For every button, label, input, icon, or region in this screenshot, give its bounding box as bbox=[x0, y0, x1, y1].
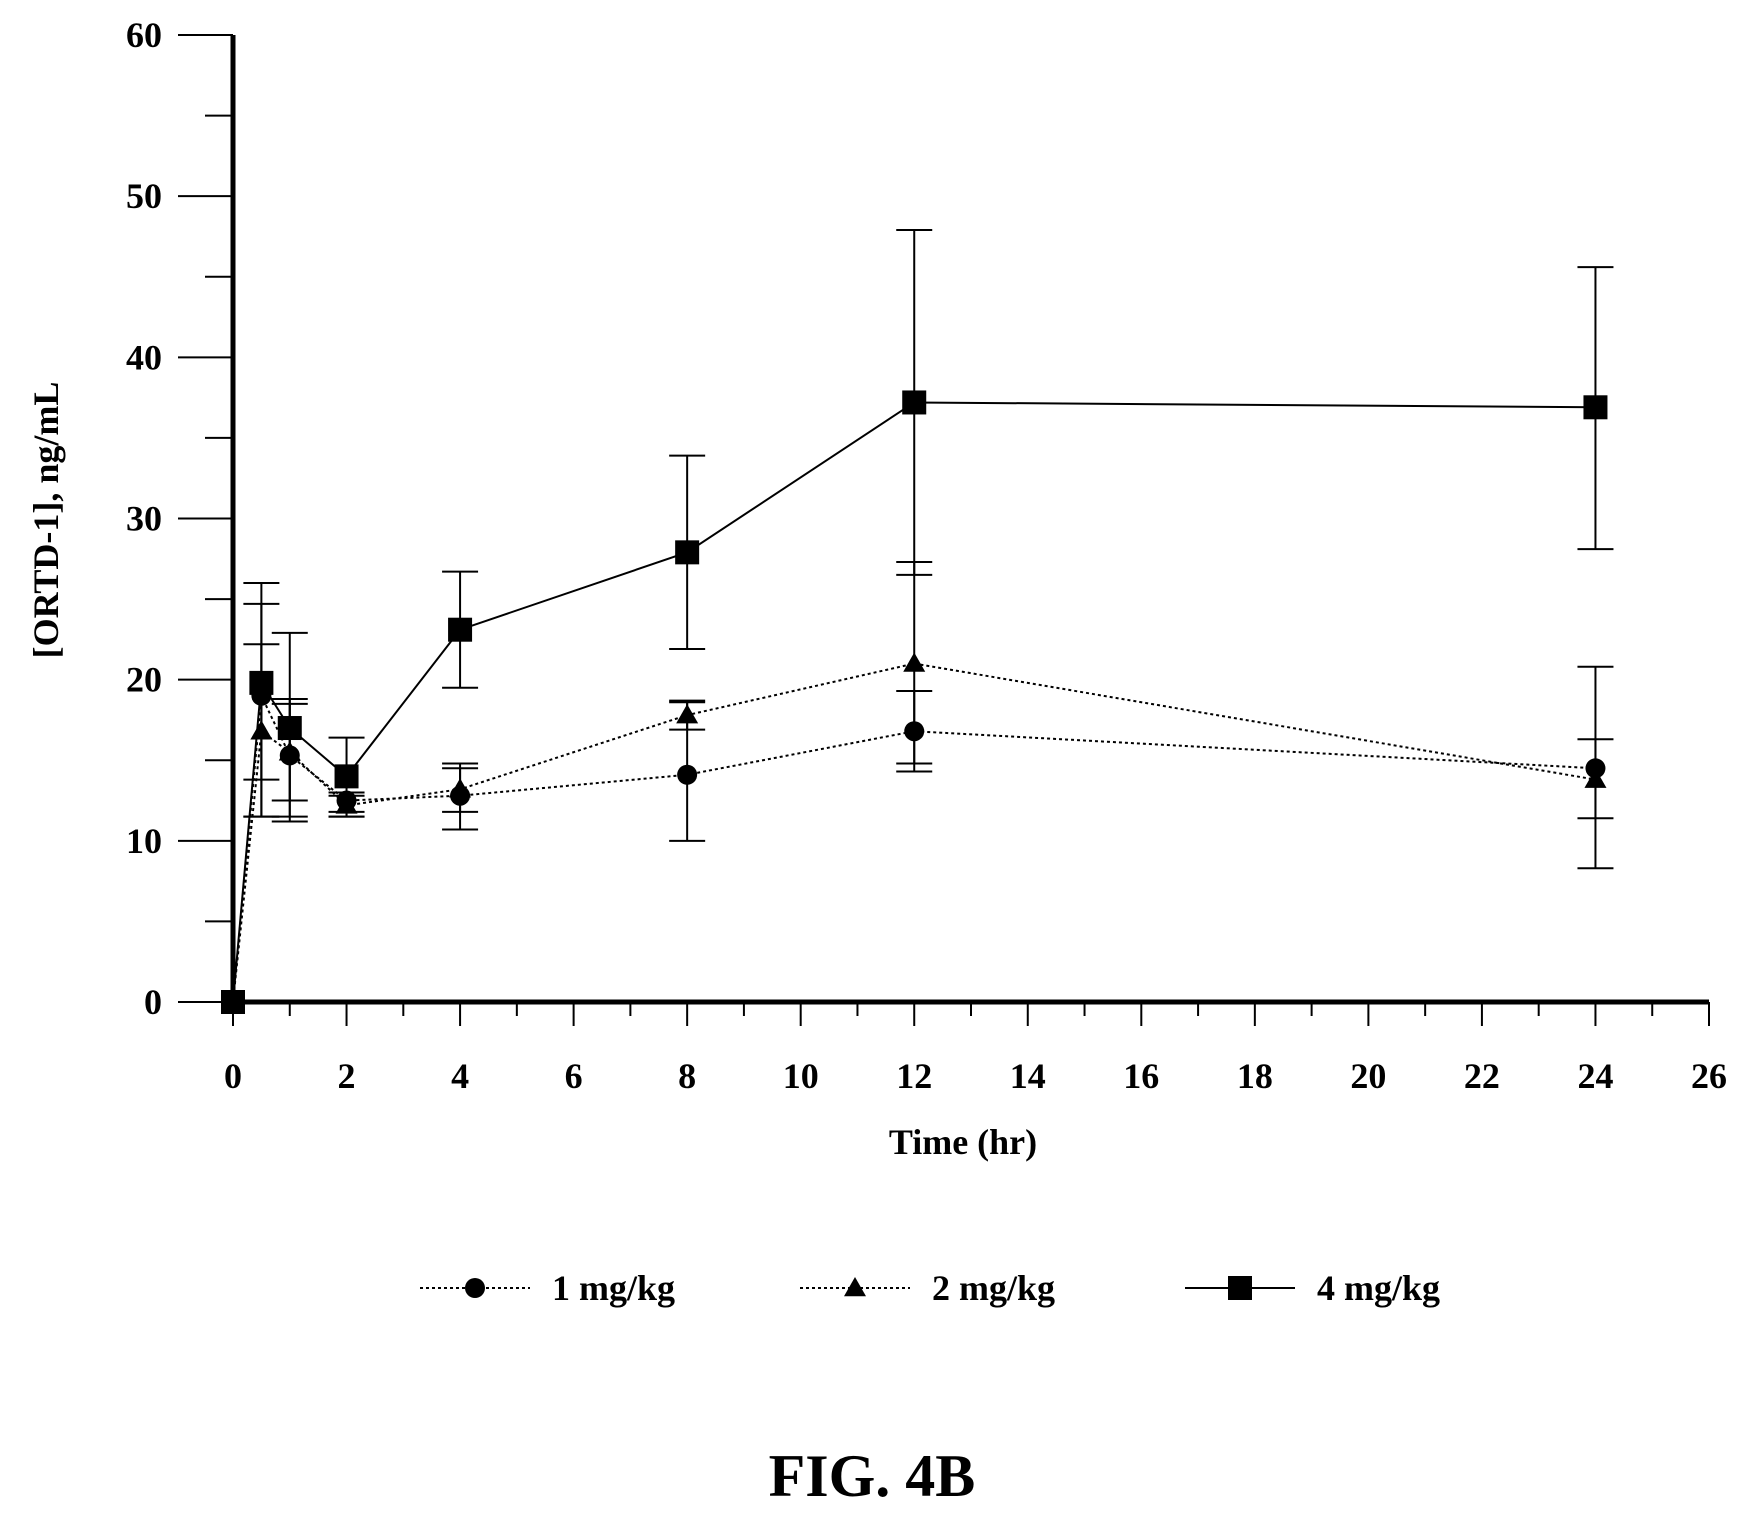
x-tick-label: 18 bbox=[1237, 1056, 1273, 1096]
y-tick-label: 30 bbox=[126, 499, 162, 539]
x-tick-label: 16 bbox=[1123, 1056, 1159, 1096]
y-axis-ticks: 0 10 20 30 40 50 60 bbox=[126, 15, 233, 1022]
x-tick-label: 4 bbox=[451, 1056, 469, 1096]
series-layer bbox=[221, 229, 1614, 1014]
legend: 1 mg/kg 2 mg/kg 4 mg/kg bbox=[420, 1268, 1440, 1308]
chart-axes bbox=[230, 35, 1709, 1005]
data-point bbox=[249, 670, 274, 695]
x-tick-label: 12 bbox=[896, 1056, 932, 1096]
data-point bbox=[334, 764, 359, 789]
series-circle bbox=[223, 581, 1614, 1012]
data-point bbox=[677, 764, 698, 785]
data-point bbox=[277, 716, 302, 741]
data-point bbox=[1583, 395, 1608, 420]
legend-label: 2 mg/kg bbox=[932, 1268, 1055, 1308]
x-tick-label: 2 bbox=[338, 1056, 356, 1096]
data-point bbox=[448, 617, 473, 642]
y-tick-label: 50 bbox=[126, 176, 162, 216]
legend-marker bbox=[465, 1278, 485, 1298]
x-tick-label: 22 bbox=[1464, 1056, 1500, 1096]
data-point bbox=[676, 704, 699, 724]
data-point bbox=[221, 990, 245, 1014]
y-tick-label: 10 bbox=[126, 821, 162, 861]
y-tick-label: 60 bbox=[126, 15, 162, 55]
x-tick-label: 8 bbox=[678, 1056, 696, 1096]
legend-marker bbox=[1228, 1276, 1252, 1300]
x-tick-label: 10 bbox=[783, 1056, 819, 1096]
legend-marker bbox=[844, 1277, 866, 1297]
y-tick-label: 40 bbox=[126, 337, 162, 377]
data-point bbox=[1584, 768, 1607, 788]
x-tick-label: 0 bbox=[224, 1056, 242, 1096]
legend-item: 1 mg/kg bbox=[420, 1268, 675, 1308]
x-tick-label: 14 bbox=[1010, 1056, 1046, 1096]
y-tick-label: 20 bbox=[126, 660, 162, 700]
x-tick-label: 6 bbox=[565, 1056, 583, 1096]
x-tick-label: 24 bbox=[1577, 1056, 1613, 1096]
legend-item: 2 mg/kg bbox=[800, 1268, 1055, 1308]
x-tick-label: 20 bbox=[1350, 1056, 1386, 1096]
series-line bbox=[232, 692, 1596, 1003]
series-square bbox=[221, 229, 1614, 1014]
x-axis-ticks: 0 2 4 6 8 10 12 14 16 18 20 22 24 26 bbox=[224, 1002, 1727, 1096]
series-triangle bbox=[222, 561, 1614, 1011]
data-point bbox=[903, 652, 926, 672]
x-axis-title: Time (hr) bbox=[889, 1122, 1037, 1162]
legend-label: 4 mg/kg bbox=[1317, 1268, 1440, 1308]
legend-item: 4 mg/kg bbox=[1185, 1268, 1440, 1308]
y-tick-label: 0 bbox=[144, 982, 162, 1022]
data-point bbox=[902, 390, 927, 415]
data-point bbox=[675, 540, 700, 565]
x-tick-label: 26 bbox=[1691, 1056, 1727, 1096]
figure-caption: FIG. 4B bbox=[769, 1443, 976, 1509]
y-axis-title: [ORTD-1], ng/mL bbox=[26, 382, 66, 659]
legend-label: 1 mg/kg bbox=[552, 1268, 675, 1308]
data-point bbox=[449, 778, 472, 798]
